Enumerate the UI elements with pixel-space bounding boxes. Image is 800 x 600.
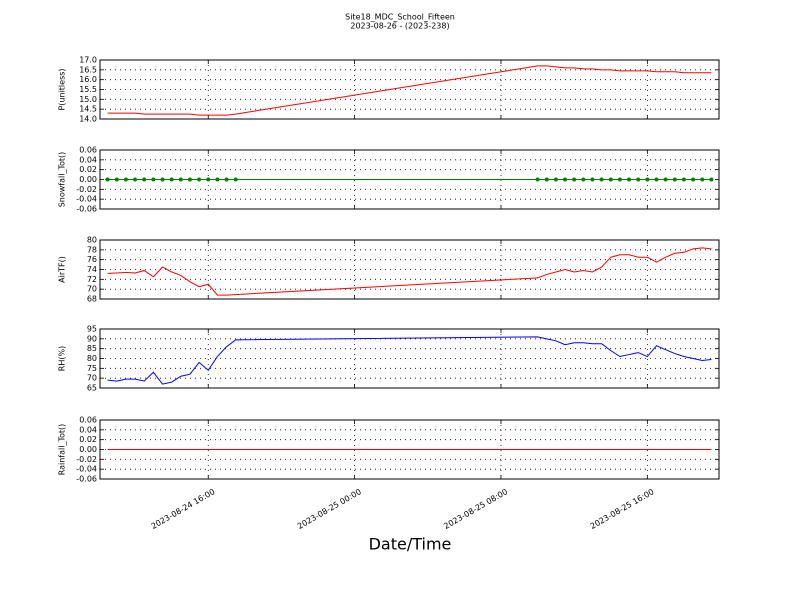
data-line <box>107 65 712 116</box>
x-tick-label: 2023-08-25 00:00 <box>296 487 363 531</box>
data-point <box>123 177 128 182</box>
y-tick-label: -0.04 <box>76 195 97 204</box>
axes-frame <box>99 419 720 480</box>
y-tick-label: 76 <box>87 255 97 264</box>
y-tick-label: 14.5 <box>79 105 97 114</box>
data-point <box>691 177 696 182</box>
data-point <box>544 177 549 182</box>
y-tick-label: 78 <box>87 245 97 254</box>
data-point <box>627 177 632 182</box>
data-point <box>563 177 568 182</box>
data-point <box>206 177 211 182</box>
x-tick-label: 2023-08-25 08:00 <box>442 487 509 531</box>
y-axis-label: P(unitless) <box>58 68 67 110</box>
axes-frame <box>99 239 720 300</box>
data-point <box>105 177 110 182</box>
data-point <box>590 177 595 182</box>
y-tick-label: 16.5 <box>79 65 97 74</box>
y-tick-label: 68 <box>87 295 97 304</box>
data-point <box>599 177 604 182</box>
data-point <box>215 177 220 182</box>
data-point <box>681 177 686 182</box>
data-point <box>572 177 577 182</box>
chart-subtitle: 2023-08-26 - (2023-238) <box>350 22 449 31</box>
y-tick-label: 74 <box>87 265 97 274</box>
axes-frame <box>99 328 720 389</box>
y-tick-label: 85 <box>87 344 97 353</box>
data-point <box>617 177 622 182</box>
y-tick-label: -0.06 <box>76 475 97 484</box>
data-point <box>178 177 183 182</box>
data-point <box>142 177 147 182</box>
data-line <box>107 336 712 385</box>
y-tick-label: 72 <box>87 275 97 284</box>
x-tick-label: 2023-08-25 16:00 <box>589 487 656 531</box>
y-tick-label: 95 <box>87 325 97 334</box>
data-point <box>672 177 677 182</box>
data-point <box>608 177 613 182</box>
data-point <box>663 177 668 182</box>
data-point <box>233 177 238 182</box>
y-tick-label: 14.0 <box>79 115 97 124</box>
y-tick-label: 16.0 <box>79 75 97 84</box>
x-tick-label: 2023-08-24 16:00 <box>150 487 217 531</box>
y-tick-label: 80 <box>87 236 97 245</box>
data-point <box>553 177 558 182</box>
data-point <box>224 177 229 182</box>
y-axis-label: RH(%) <box>58 346 67 371</box>
y-tick-label: -0.02 <box>76 185 97 194</box>
y-axis-label: Snowfall_Tot() <box>58 152 67 208</box>
y-tick-label: 0.02 <box>79 165 97 174</box>
y-tick-label: 90 <box>87 334 97 343</box>
y-tick-label: 15.0 <box>79 95 97 104</box>
data-point <box>169 177 174 182</box>
data-line <box>107 247 712 296</box>
y-tick-label: 0.06 <box>79 146 97 155</box>
data-point <box>700 177 705 182</box>
chart-title: Site18_MDC_School_Fifteen <box>345 13 455 22</box>
data-point <box>709 177 714 182</box>
y-tick-label: 17.0 <box>79 56 97 65</box>
x-axis-label: Date/Time <box>369 535 452 554</box>
y-axis-label: Rainfall_Tot() <box>58 424 67 476</box>
data-point <box>114 177 119 182</box>
y-tick-label: 15.5 <box>79 85 97 94</box>
y-tick-label: 0.06 <box>79 416 97 425</box>
y-tick-label: -0.04 <box>76 465 97 474</box>
y-tick-label: -0.06 <box>76 205 97 214</box>
y-tick-label: 0.00 <box>79 445 97 454</box>
y-tick-label: 0.02 <box>79 435 97 444</box>
data-point <box>160 177 165 182</box>
data-point <box>197 177 202 182</box>
y-tick-label: 0.00 <box>79 175 97 184</box>
y-tick-label: -0.02 <box>76 455 97 464</box>
axes-frame <box>99 149 720 210</box>
y-tick-label: 70 <box>87 374 97 383</box>
data-point <box>581 177 586 182</box>
data-point <box>535 177 540 182</box>
axes-frame <box>99 59 720 120</box>
y-tick-label: 65 <box>87 384 97 393</box>
data-point <box>151 177 156 182</box>
data-point <box>133 177 138 182</box>
y-tick-label: 70 <box>87 285 97 294</box>
y-tick-label: 0.04 <box>79 425 97 434</box>
data-point <box>187 177 192 182</box>
y-axis-label: AirTF() <box>58 256 67 283</box>
data-point <box>654 177 659 182</box>
data-point <box>636 177 641 182</box>
y-tick-label: 75 <box>87 364 97 373</box>
y-tick-label: 0.04 <box>79 155 97 164</box>
y-tick-label: 80 <box>87 354 97 363</box>
data-point <box>645 177 650 182</box>
